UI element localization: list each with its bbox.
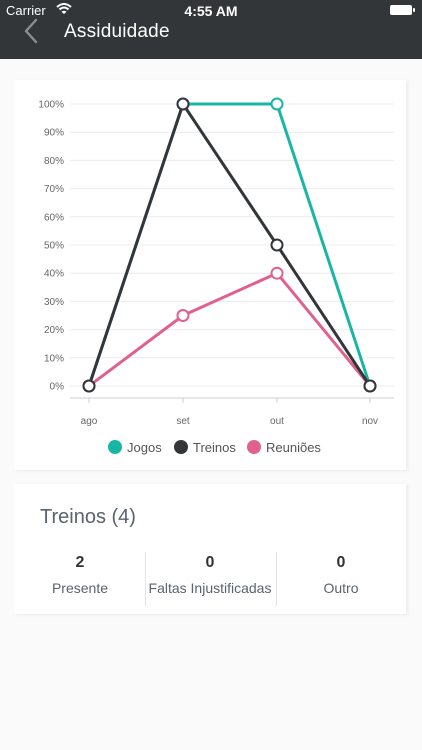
data-point-treinos xyxy=(363,379,377,393)
page-title: Assiduidade xyxy=(64,21,170,42)
y-tick-label: 90% xyxy=(44,128,64,139)
stat-label: Presente xyxy=(51,580,109,596)
stat-label: Outro xyxy=(323,580,359,596)
y-tick-label: 70% xyxy=(44,184,64,195)
stat-label: Faltas Injustificadas xyxy=(148,580,272,596)
legend-label: Reuniões xyxy=(266,440,321,455)
series-line-reuniões xyxy=(88,271,372,388)
y-tick-label: 10% xyxy=(44,353,64,364)
data-point-reuniões xyxy=(270,266,284,280)
stat-value: 0 xyxy=(336,554,346,571)
data-point-treinos xyxy=(176,97,190,111)
chart-card: 0% 10% 20% 30% 40% 50% 60% 70% 80% 90% 100% ago set o… xyxy=(14,80,406,470)
legend-swatch xyxy=(247,440,261,454)
chevron-left-icon xyxy=(24,18,38,44)
stats-title: Treinos (4) xyxy=(40,506,136,528)
back-button[interactable] xyxy=(18,16,46,46)
y-tick-label: 40% xyxy=(44,269,64,280)
battery-icon xyxy=(390,5,415,15)
y-tick-label: 80% xyxy=(44,156,64,167)
carrier-label: Carrier xyxy=(6,3,46,18)
stat-outro: 0 Outro xyxy=(276,552,406,596)
x-tick-label: nov xyxy=(362,416,378,427)
data-point-reuniões xyxy=(176,309,190,322)
wifi-icon xyxy=(56,3,72,14)
y-tick-label: 20% xyxy=(44,325,64,336)
stat-presente: 2 Presente xyxy=(15,552,145,596)
attendance-chart: 0% 10% 20% 30% 40% 50% 60% 70% 80% 90% 100% ago set o… xyxy=(38,97,394,455)
data-point-jogos xyxy=(270,97,284,111)
x-tick-label: ago xyxy=(81,416,98,427)
legend-swatch xyxy=(174,440,188,454)
y-tick-label: 100% xyxy=(38,100,64,111)
data-point-treinos xyxy=(82,379,96,393)
stat-value: 0 xyxy=(205,554,215,571)
status-time: 4:55 AM xyxy=(184,3,238,19)
y-tick-label: 60% xyxy=(44,212,64,223)
header: Carrier 4:55 AM Assiduidade xyxy=(0,0,422,59)
y-tick-label: 0% xyxy=(50,382,65,393)
data-point-treinos xyxy=(270,238,284,252)
legend-swatch xyxy=(108,440,122,454)
stat-faltas-injustificadas: 0 Faltas Injustificadas xyxy=(145,552,275,596)
x-tick-label: set xyxy=(176,416,190,427)
legend-label: Jogos xyxy=(127,440,162,455)
legend-label: Treinos xyxy=(193,440,236,455)
stat-divider xyxy=(145,552,146,606)
stat-divider xyxy=(276,552,277,606)
stats-card: Treinos (4) 2 Presente 0 Faltas Injustif… xyxy=(14,484,406,614)
y-tick-label: 50% xyxy=(44,241,64,252)
stat-value: 2 xyxy=(75,554,85,571)
y-tick-label: 30% xyxy=(44,297,64,308)
x-tick-label: out xyxy=(270,416,284,427)
status-bar: Carrier 4:55 AM xyxy=(0,0,422,20)
series-line-treinos xyxy=(87,102,372,387)
